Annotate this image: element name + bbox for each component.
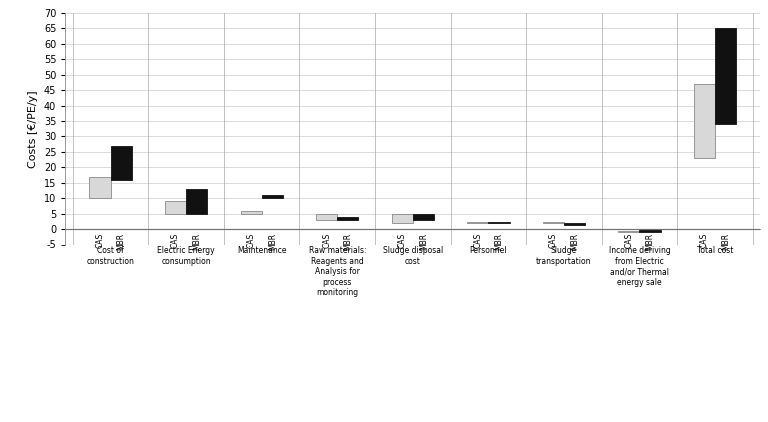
Text: Electric Energy
consumption: Electric Energy consumption bbox=[157, 246, 215, 266]
Bar bbox=[640, 230, 660, 232]
Bar bbox=[186, 189, 207, 214]
Text: Personnel: Personnel bbox=[469, 246, 507, 255]
Bar bbox=[262, 195, 283, 198]
Text: CAS: CAS bbox=[473, 233, 482, 248]
Y-axis label: Costs [€/PE/y]: Costs [€/PE/y] bbox=[28, 90, 38, 168]
Text: MBR: MBR bbox=[495, 233, 504, 250]
Text: CAS: CAS bbox=[700, 233, 709, 248]
Text: MBR: MBR bbox=[268, 233, 276, 250]
Bar bbox=[694, 84, 715, 158]
Text: MBR: MBR bbox=[419, 233, 428, 250]
Text: MBR: MBR bbox=[721, 233, 730, 250]
Bar bbox=[316, 214, 337, 220]
Bar bbox=[165, 201, 186, 214]
Text: Income deriving
from Electric
and/or Thermal
energy sale: Income deriving from Electric and/or The… bbox=[608, 246, 670, 287]
Text: MBR: MBR bbox=[646, 233, 654, 250]
Text: MBR: MBR bbox=[343, 233, 353, 250]
Bar bbox=[412, 214, 434, 220]
Text: CAS: CAS bbox=[247, 233, 256, 248]
Bar bbox=[467, 222, 488, 223]
Text: CAS: CAS bbox=[171, 233, 180, 248]
Bar bbox=[111, 146, 132, 180]
Bar bbox=[543, 222, 564, 223]
Bar bbox=[488, 222, 509, 223]
Text: Total cost: Total cost bbox=[697, 246, 733, 255]
Bar bbox=[715, 28, 737, 124]
Text: -5: -5 bbox=[47, 240, 56, 250]
Text: Maintenance: Maintenance bbox=[237, 246, 286, 255]
Text: CAS: CAS bbox=[398, 233, 407, 248]
Text: CAS: CAS bbox=[549, 233, 558, 248]
Text: MBR: MBR bbox=[117, 233, 126, 250]
Text: Raw materials:
Reagents and
Analysis for
process
monitoring: Raw materials: Reagents and Analysis for… bbox=[309, 246, 366, 297]
Text: CAS: CAS bbox=[95, 233, 104, 248]
Bar bbox=[392, 214, 412, 223]
Bar bbox=[240, 211, 262, 214]
Text: MBR: MBR bbox=[570, 233, 579, 250]
Text: Sludge
transportation: Sludge transportation bbox=[536, 246, 591, 266]
Text: Sludge disposal
cost: Sludge disposal cost bbox=[382, 246, 443, 266]
Text: MBR: MBR bbox=[192, 233, 201, 250]
Text: CAS: CAS bbox=[322, 233, 331, 248]
Bar bbox=[564, 223, 585, 225]
Bar bbox=[89, 177, 111, 198]
Bar bbox=[337, 217, 359, 220]
Text: Cost of
construction: Cost of construction bbox=[87, 246, 134, 266]
Bar bbox=[618, 231, 640, 233]
Text: CAS: CAS bbox=[624, 233, 634, 248]
